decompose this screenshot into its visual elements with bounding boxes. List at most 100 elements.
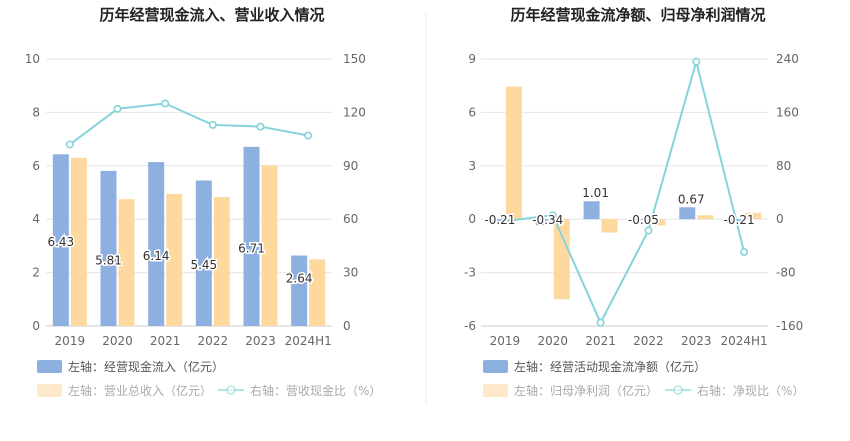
line-net-cash-ratio	[504, 57, 746, 325]
bar-cash-inflow[interactable]	[243, 146, 260, 326]
bar-net-cashflow[interactable]	[727, 219, 744, 223]
bar-cash-inflow[interactable]	[148, 162, 165, 326]
line-point[interactable]	[500, 217, 509, 226]
bar-net-profit[interactable]	[649, 219, 666, 226]
right-tick-label: 0	[343, 319, 351, 333]
bar-revenue[interactable]	[261, 165, 278, 326]
chart2-x-axis: 2019 2020 2021 2022 2023 2024H1	[490, 334, 768, 348]
legend-swatch-net-profit[interactable]	[483, 384, 508, 397]
left-tick-label: 3	[468, 159, 476, 173]
right-tick-label: 90	[343, 159, 358, 173]
right-tick-label: 0	[776, 212, 784, 226]
legend-label-cash-inflow[interactable]: 左轴：经营现金流入（亿元）	[68, 359, 224, 374]
chart2-left-axis: -6 -3 0 3 6 9	[464, 52, 476, 333]
line-point[interactable]	[65, 140, 74, 149]
bar-net-cashflow[interactable]	[487, 219, 504, 223]
right-tick-label: 240	[776, 52, 799, 66]
legend-label-revenue[interactable]: 左轴：营业总收入（亿元）	[68, 383, 212, 398]
right-tick-label: -160	[776, 319, 803, 333]
data-label: 0.67	[678, 192, 705, 206]
chart1-right-axis: 0 30 60 90 120 150	[343, 52, 366, 333]
data-label: 6.43	[47, 235, 74, 249]
bar-net-cashflow[interactable]	[583, 201, 600, 220]
bar-net-profit[interactable]	[601, 219, 618, 233]
line-point[interactable]	[304, 131, 313, 140]
line-point[interactable]	[740, 247, 749, 256]
left-tick-label: 9	[468, 52, 476, 66]
x-tick-label: 2019	[490, 334, 521, 348]
chart1-bars	[52, 146, 326, 326]
left-tick-label: 2	[32, 266, 40, 280]
bar-net-cashflow[interactable]	[631, 219, 648, 221]
bar-net-profit[interactable]	[553, 219, 570, 300]
line-point[interactable]	[692, 57, 701, 66]
bar-cash-inflow[interactable]	[195, 180, 212, 326]
bar-net-profit[interactable]	[745, 212, 762, 220]
chart1-left-axis: 0 2 4 6 8 10	[25, 52, 40, 333]
bar-cash-inflow[interactable]	[100, 170, 117, 326]
bar-revenue[interactable]	[309, 259, 326, 326]
data-label: 5.45	[190, 258, 217, 272]
chart2-right-axis: -160 -80 0 80 160 240	[776, 52, 803, 333]
chart2-gridlines	[481, 58, 768, 327]
line-point[interactable]	[113, 104, 122, 113]
bar-net-cashflow[interactable]	[679, 207, 696, 220]
chart1-x-axis: 2019 2020 2021 2022 2023 2024H1	[55, 334, 332, 348]
bar-net-profit[interactable]	[505, 86, 522, 220]
right-tick-label: 80	[776, 159, 791, 173]
legend-swatch-cash-inflow[interactable]	[37, 360, 62, 373]
data-label: 6.71	[238, 241, 265, 255]
chart2-title: 历年经营现金流净额、归母净利润情况	[510, 6, 765, 24]
bar-revenue[interactable]	[166, 193, 183, 326]
legend-label-net-cashflow[interactable]: 左轴：经营活动现金流净额（亿元）	[514, 359, 706, 374]
legend-swatch-net-cashflow[interactable]	[483, 360, 508, 373]
chart1-line-series	[65, 99, 313, 149]
line-cash-ratio	[69, 102, 309, 146]
left-tick-label: 6	[32, 159, 40, 173]
line-point[interactable]	[161, 99, 170, 108]
left-tick-label: -6	[464, 319, 476, 333]
x-tick-label: 2024H1	[720, 334, 767, 348]
bar-revenue[interactable]	[118, 199, 135, 326]
bar-cash-inflow[interactable]	[291, 255, 308, 326]
data-label: 2.64	[286, 272, 313, 286]
legend-marker-net-cash-ratio	[673, 385, 683, 395]
line-point[interactable]	[208, 120, 217, 129]
legend-label-net-profit[interactable]: 左轴：归母净利润（亿元）	[514, 383, 658, 398]
right-tick-label: 150	[343, 52, 366, 66]
line-point[interactable]	[596, 318, 605, 327]
x-tick-label: 2024H1	[285, 334, 332, 348]
legend-swatch-revenue[interactable]	[37, 384, 62, 397]
bar-cash-inflow[interactable]	[52, 154, 69, 326]
data-label: -0.34	[532, 213, 563, 227]
data-label: 6.14	[143, 249, 170, 263]
left-tick-label: 8	[32, 105, 40, 119]
bar-revenue[interactable]	[70, 157, 87, 326]
chart-net-cashflow-profit: 历年经营现金流净额、归母净利润情况 -6 -3 0 3 6 9 -160 -80 0 80 160…	[464, 6, 804, 398]
line-point[interactable]	[644, 226, 653, 235]
right-tick-label: 160	[776, 105, 799, 119]
x-tick-label: 2023	[245, 334, 276, 348]
legend-label-net-cash-ratio[interactable]: 右轴：净现比（%）	[697, 383, 804, 398]
left-tick-label: 6	[468, 105, 476, 119]
chart1-data-labels: 6.43 5.81 6.14 5.45 6.71 2.64	[46, 234, 314, 287]
bar-net-cashflow[interactable]	[535, 219, 552, 226]
line-point[interactable]	[256, 122, 265, 131]
data-label: -0.05	[628, 213, 659, 227]
right-tick-label: 60	[343, 212, 358, 226]
left-tick-label: 10	[25, 52, 40, 66]
legend-label-cash-ratio[interactable]: 右轴：营收现金比（%）	[250, 383, 381, 398]
line-point[interactable]	[548, 211, 557, 220]
chart1-title: 历年经营现金流入、营业收入情况	[99, 6, 324, 24]
chart-cash-inflow-revenue: 历年经营现金流入、营业收入情况 0 2 4 6 8 10 0 30 60 90 120 150 20…	[25, 6, 382, 398]
bar-net-profit[interactable]	[697, 215, 714, 220]
left-tick-label: 4	[32, 212, 40, 226]
right-tick-label: -80	[776, 266, 796, 280]
chart1-gridlines	[46, 58, 332, 327]
right-tick-label: 120	[343, 105, 366, 119]
left-tick-label: 0	[32, 319, 40, 333]
right-tick-label: 30	[343, 266, 358, 280]
bar-revenue[interactable]	[213, 197, 230, 326]
